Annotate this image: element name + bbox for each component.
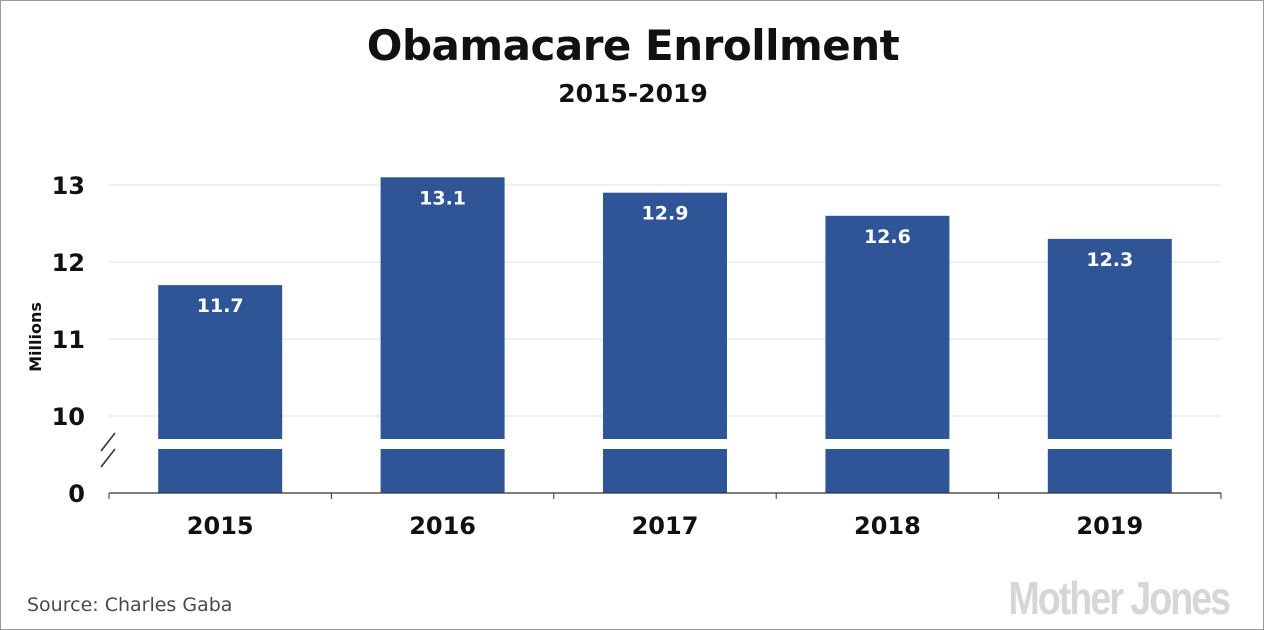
x-tick-label: 2015 <box>187 512 254 540</box>
bar-lower-segment <box>380 449 505 493</box>
x-tick-label: 2018 <box>854 512 921 540</box>
y-tick-label: 10 <box>52 403 85 431</box>
bar-upper-segment <box>825 215 950 439</box>
x-tick-label: 2017 <box>632 512 699 540</box>
y-tick-label: 11 <box>52 326 85 354</box>
bar-value-label: 13.1 <box>419 187 466 209</box>
bar-upper-segment <box>380 177 505 440</box>
bar-value-label: 12.6 <box>864 226 911 248</box>
x-tick-label: 2016 <box>409 512 476 540</box>
bar-upper-segment <box>1047 238 1172 439</box>
bar-value-label: 12.9 <box>642 203 689 225</box>
chart-subtitle: 2015-2019 <box>558 79 708 108</box>
brand-logo: Mother Jones <box>1008 572 1231 624</box>
axis-break-mark <box>100 448 116 468</box>
source-note: Source: Charles Gaba <box>27 594 233 616</box>
bar-lower-segment <box>1047 449 1172 493</box>
bar-upper-segment <box>603 192 727 439</box>
axis-break-mark <box>100 432 116 452</box>
bar-value-label: 12.3 <box>1086 249 1133 271</box>
bar-value-label: 11.7 <box>197 295 244 317</box>
bar-chart: 0 10 11 12 13 Millions 11.7 2015 13.1 2016 12.9 201… <box>26 172 1222 540</box>
bar-lower-segment <box>603 449 727 493</box>
y-axis-label: Millions <box>26 302 45 372</box>
bar-upper-segment <box>158 285 283 439</box>
y-tick-label: 0 <box>68 480 85 508</box>
y-tick-label: 12 <box>52 249 85 277</box>
bar-lower-segment <box>825 449 950 493</box>
x-tick-label: 2019 <box>1076 512 1143 540</box>
chart-title: Obamacare Enrollment <box>366 21 900 70</box>
bar-lower-segment <box>158 449 283 493</box>
y-tick-label: 13 <box>52 172 85 200</box>
